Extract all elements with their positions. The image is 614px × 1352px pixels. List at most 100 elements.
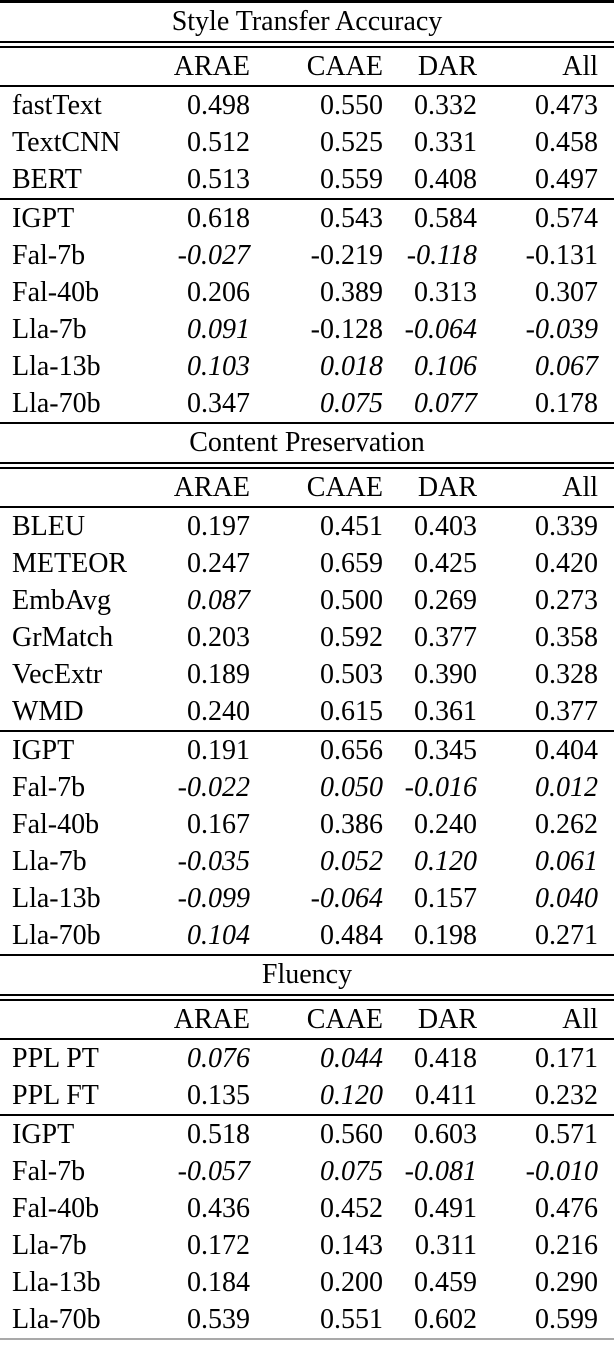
row-label: fastText	[12, 89, 102, 121]
value-cell: 0.206	[187, 276, 250, 308]
double-rule	[0, 41, 614, 48]
row-label-header	[0, 48, 150, 86]
row-label: Lla-13b	[12, 1266, 101, 1298]
value-cell: 0.418	[414, 1042, 477, 1074]
value-cell: -0.099	[177, 882, 250, 914]
value-cell: 0.012	[535, 771, 598, 803]
value-cell: 0.656	[320, 734, 383, 766]
value-cell: 0.603	[414, 1118, 477, 1150]
double-rule	[0, 994, 614, 1001]
table-row: EmbAvg 0.087 0.500 0.269 0.273	[0, 582, 614, 619]
value-cell: 0.560	[320, 1118, 383, 1150]
value-cell: 0.458	[535, 126, 598, 158]
value-cell: -0.064	[310, 882, 383, 914]
row-group: IGPT 0.191 0.656 0.345 0.404 Fal-7b -0.022 0.05…	[0, 731, 614, 954]
value-cell: -0.118	[406, 239, 477, 271]
metrics-table: ARAE CAAE DAR All fastText 0.498 0.550 0.332 0.4…	[0, 48, 614, 422]
value-cell: 0.451	[320, 510, 383, 542]
metrics-table: ARAE CAAE DAR All PPL PT 0.076 0.044 0.418 0.171…	[0, 1001, 614, 1338]
value-cell: 0.240	[414, 808, 477, 840]
value-cell: 0.191	[187, 734, 250, 766]
value-cell: 0.345	[414, 734, 477, 766]
table-row: BERT 0.513 0.559 0.408 0.497	[0, 161, 614, 199]
table-row: PPL PT 0.076 0.044 0.418 0.171	[0, 1039, 614, 1077]
value-cell: 0.120	[414, 845, 477, 877]
value-cell: 0.497	[535, 163, 598, 195]
row-label: GrMatch	[12, 621, 114, 653]
value-cell: 0.599	[535, 1303, 598, 1335]
row-label: Fal-40b	[12, 1192, 100, 1224]
row-label: PPL FT	[12, 1079, 99, 1111]
row-label: Lla-70b	[12, 387, 101, 419]
value-cell: -0.128	[310, 313, 383, 345]
row-label: BERT	[12, 163, 82, 195]
table-row: IGPT 0.191 0.656 0.345 0.404	[0, 731, 614, 769]
table-row: IGPT 0.518 0.560 0.603 0.571	[0, 1115, 614, 1153]
row-label: Fal-7b	[12, 239, 86, 271]
value-cell: 0.216	[535, 1229, 598, 1261]
column-header: ARAE	[173, 50, 250, 82]
value-cell: 0.361	[414, 695, 477, 727]
row-label: Fal-40b	[12, 276, 100, 308]
value-cell: 0.307	[535, 276, 598, 308]
row-label: Fal-7b	[12, 771, 86, 803]
table-bottom-rule	[0, 1338, 614, 1344]
row-label-header	[0, 469, 150, 507]
table-row: Fal-40b 0.436 0.452 0.491 0.476	[0, 1190, 614, 1227]
value-cell: 0.178	[535, 387, 598, 419]
row-label: Lla-70b	[12, 919, 101, 951]
table-row: Lla-70b 0.347 0.075 0.077 0.178	[0, 385, 614, 422]
value-cell: 0.172	[187, 1229, 250, 1261]
value-cell: 0.550	[320, 89, 383, 121]
value-cell: 0.077	[414, 387, 477, 419]
value-cell: 0.087	[187, 584, 250, 616]
row-label: PPL PT	[12, 1042, 99, 1074]
value-cell: 0.200	[320, 1266, 383, 1298]
value-cell: 0.491	[414, 1192, 477, 1224]
value-cell: 0.061	[535, 845, 598, 877]
value-cell: 0.075	[320, 387, 383, 419]
value-cell: 0.592	[320, 621, 383, 653]
value-cell: 0.503	[320, 658, 383, 690]
value-cell: 0.390	[414, 658, 477, 690]
value-cell: 0.551	[320, 1303, 383, 1335]
value-cell: 0.584	[414, 202, 477, 234]
column-header: CAAE	[306, 50, 383, 82]
value-cell: 0.513	[187, 163, 250, 195]
value-cell: 0.512	[187, 126, 250, 158]
value-cell: -0.016	[404, 771, 477, 803]
table-row: Lla-7b -0.035 0.052 0.120 0.061	[0, 843, 614, 880]
value-cell: 0.311	[415, 1229, 477, 1261]
table-row: Lla-70b 0.539 0.551 0.602 0.599	[0, 1301, 614, 1338]
value-cell: 0.386	[320, 808, 383, 840]
table-row: Fal-7b -0.022 0.050 -0.016 0.012	[0, 769, 614, 806]
table-row: fastText 0.498 0.550 0.332 0.473	[0, 86, 614, 124]
table-row: Lla-7b 0.091 -0.128 -0.064 -0.039	[0, 311, 614, 348]
section-title: Fluency	[0, 954, 614, 994]
value-cell: 0.476	[535, 1192, 598, 1224]
value-cell: -0.027	[177, 239, 250, 271]
value-cell: 0.618	[187, 202, 250, 234]
row-label: WMD	[12, 695, 84, 727]
value-cell: 0.408	[414, 163, 477, 195]
value-cell: 0.332	[414, 89, 477, 121]
value-cell: 0.403	[414, 510, 477, 542]
table-row: BLEU 0.197 0.451 0.403 0.339	[0, 507, 614, 545]
row-label: Lla-13b	[12, 882, 101, 914]
column-header: DAR	[417, 50, 477, 82]
value-cell: 0.358	[535, 621, 598, 653]
row-label: TextCNN	[12, 126, 121, 158]
value-cell: 0.075	[320, 1155, 383, 1187]
value-cell: 0.347	[187, 387, 250, 419]
double-rule	[0, 462, 614, 469]
value-cell: -0.022	[177, 771, 250, 803]
row-group: BLEU 0.197 0.451 0.403 0.339 METEOR 0.247 0.659…	[0, 507, 614, 731]
table-section: Style Transfer Accuracy ARAE CAAE DAR All fas…	[0, 0, 614, 422]
value-cell: 0.518	[187, 1118, 250, 1150]
row-group: IGPT 0.618 0.543 0.584 0.574 Fal-7b -0.027 -0.2…	[0, 199, 614, 422]
value-cell: 0.269	[414, 584, 477, 616]
table-row: Fal-7b -0.027 -0.219 -0.118 -0.131	[0, 237, 614, 274]
column-header: All	[562, 471, 598, 503]
value-cell: 0.602	[414, 1303, 477, 1335]
